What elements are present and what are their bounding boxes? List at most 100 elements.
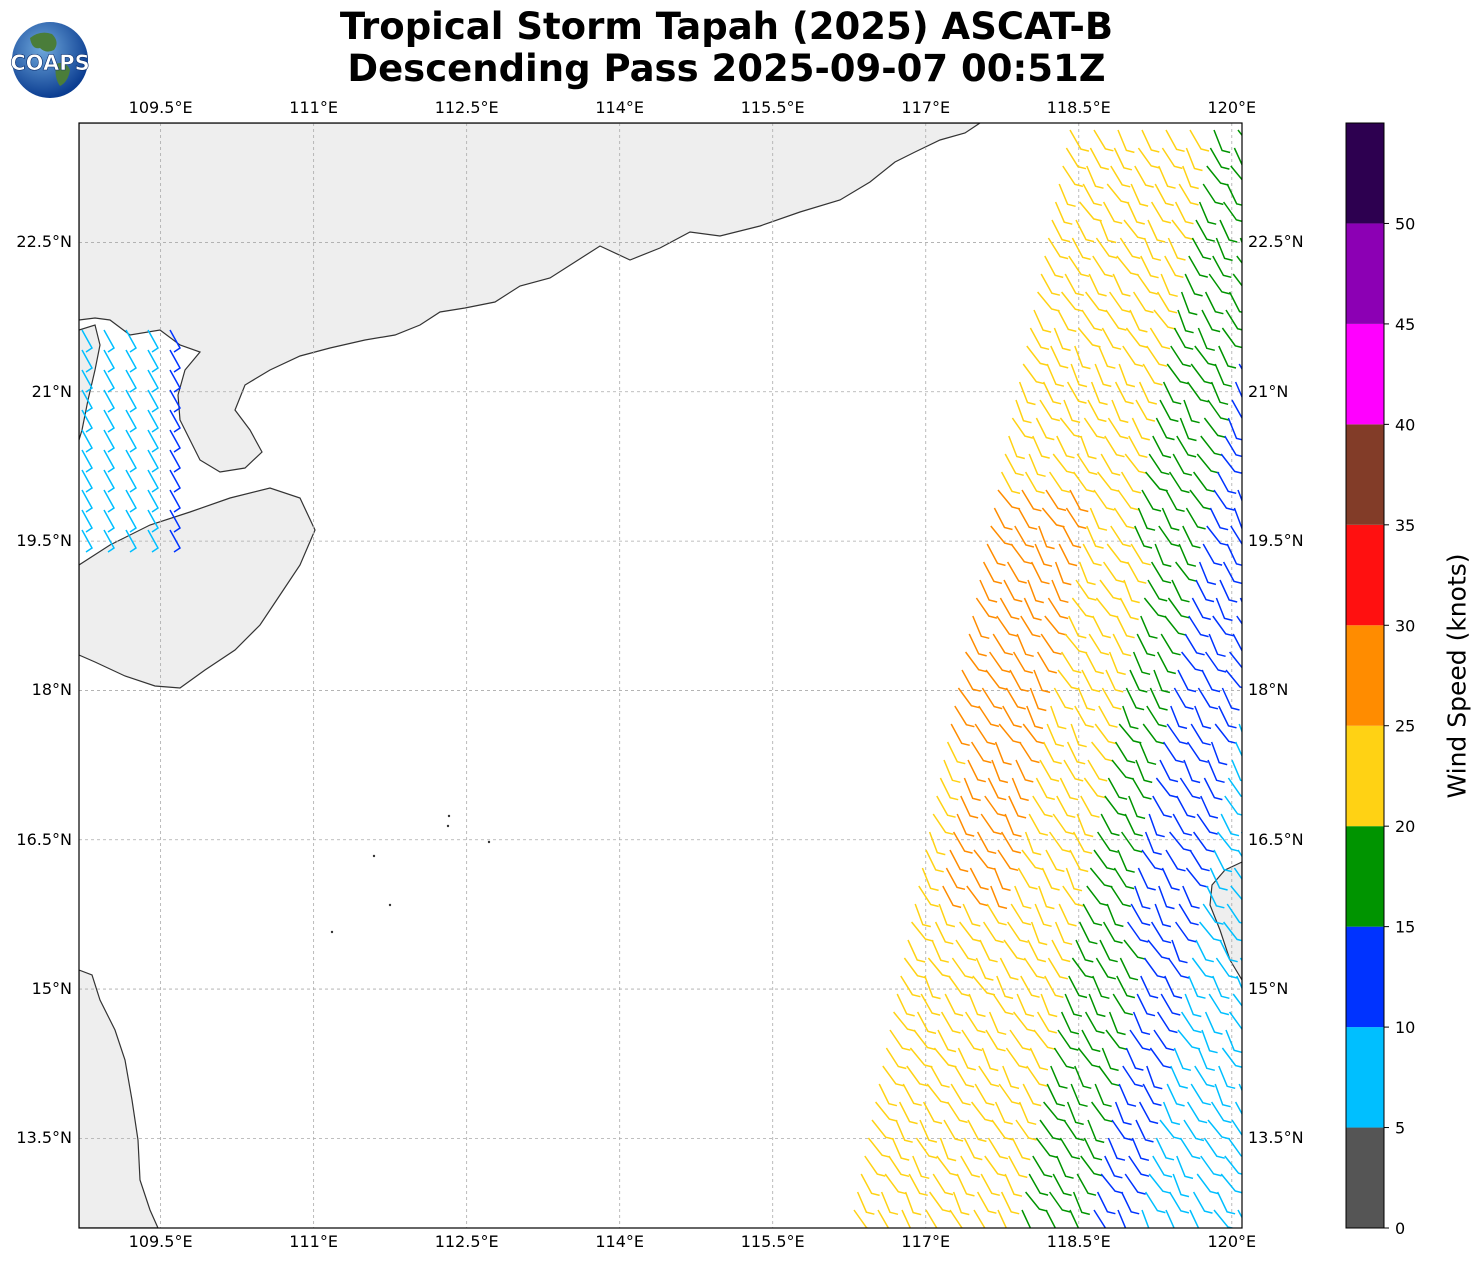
- wind-barb: [1199, 921, 1222, 942]
- wind-barb: [1160, 273, 1178, 298]
- wind-barb: [1046, 723, 1065, 747]
- wind-barb: [1220, 453, 1242, 474]
- wind-barb: [1116, 975, 1136, 999]
- wind-barb: [856, 1191, 875, 1215]
- wind-barb: [1004, 453, 1024, 477]
- land-luzon: [1209, 861, 1242, 982]
- wind-barb: [1165, 129, 1185, 153]
- wind-barb: [1225, 309, 1242, 331]
- wind-barb: [1172, 1173, 1190, 1198]
- wind-barb: [864, 1155, 886, 1177]
- wind-barb: [1095, 597, 1119, 618]
- wind-barb: [1120, 831, 1143, 853]
- wind-barb: [914, 903, 931, 928]
- wind-barb: [1153, 669, 1171, 694]
- wind-barb: [1104, 435, 1125, 458]
- wind-barb: [1098, 345, 1116, 369]
- wind-barb: [1048, 831, 1071, 853]
- wind-barb: [1206, 525, 1229, 547]
- wind-barb: [1045, 489, 1067, 512]
- colorbar-label: 40: [1395, 415, 1415, 434]
- wind-barb: [1156, 1011, 1178, 1034]
- wind-barb: [1128, 435, 1148, 459]
- wind-barb: [1198, 561, 1217, 586]
- wind-barb: [1093, 1209, 1107, 1228]
- wind-barb: [1026, 705, 1044, 730]
- wind-barb: [1028, 453, 1046, 478]
- lon-tick-top: 111°E: [289, 98, 338, 117]
- wind-barb: [1016, 993, 1035, 1017]
- wind-barb: [1041, 867, 1060, 891]
- wind-barb: [1194, 705, 1212, 730]
- wind-barb: [1188, 975, 1206, 999]
- wind-barb: [915, 1137, 938, 1159]
- wind-barb: [81, 409, 93, 433]
- wind-barb: [1154, 183, 1174, 207]
- wind-barb: [1154, 543, 1172, 568]
- wind-barb: [103, 349, 115, 373]
- wind-barb: [1143, 957, 1166, 979]
- wind-barb: [907, 939, 926, 963]
- wind-barb: [1011, 417, 1034, 439]
- wind-barb: [1077, 1047, 1101, 1068]
- wind-barb: [1052, 453, 1075, 475]
- wind-barb: [1192, 1191, 1213, 1214]
- wind-barb: [1140, 615, 1158, 639]
- wind-barb: [1131, 417, 1150, 441]
- wind-barb: [1114, 741, 1136, 764]
- wind-barb: [1137, 507, 1156, 531]
- wind-barb: [1144, 1191, 1166, 1214]
- wind-barb: [1035, 777, 1055, 801]
- wind-barb: [1197, 687, 1219, 710]
- wind-barb: [1062, 165, 1084, 188]
- wind-barb: [1202, 903, 1224, 925]
- wind-barb: [1158, 525, 1180, 547]
- wind-barb: [1062, 525, 1082, 549]
- wind-barb: [987, 1137, 1009, 1160]
- wind-barb: [934, 921, 954, 945]
- wind-barb: [1201, 309, 1221, 333]
- wind-barb: [1038, 885, 1055, 910]
- wind-barb: [956, 1173, 975, 1197]
- wind-barb: [1213, 849, 1233, 873]
- wind-barb: [1136, 273, 1158, 295]
- wind-barb: [1162, 1101, 1181, 1126]
- wind-barb: [1173, 1047, 1192, 1072]
- wind-barb: [1056, 1155, 1074, 1179]
- wind-barb: [1089, 147, 1109, 171]
- wind-barb: [1206, 885, 1225, 909]
- wind-barb: [1028, 1173, 1049, 1196]
- map-frame: [78, 122, 1243, 1229]
- wind-barb: [1232, 633, 1242, 653]
- colorbar-segment: [1346, 625, 1384, 726]
- wind-barb: [1152, 435, 1172, 459]
- wind-barb: [1037, 291, 1060, 312]
- wind-barb: [125, 529, 137, 553]
- wind-barb: [1170, 705, 1188, 730]
- lat-tick-left: 15°N: [31, 979, 72, 999]
- wind-barb: [1233, 147, 1242, 167]
- wind-barb: [1182, 525, 1201, 549]
- wind-barb: [1009, 1029, 1031, 1051]
- wind-barb: [1225, 1029, 1242, 1054]
- wind-barb: [1117, 489, 1139, 511]
- colorbar-segment: [1346, 926, 1384, 1028]
- wind-barb: [1183, 759, 1201, 784]
- wind-barb: [1064, 633, 1088, 654]
- wind-barb: [1215, 597, 1233, 622]
- wind-barb: [920, 993, 941, 1016]
- wind-barb: [1111, 759, 1134, 780]
- wind-barb: [906, 1065, 928, 1087]
- wind-barb: [1066, 741, 1086, 765]
- wind-barb: [1222, 561, 1242, 585]
- wind-barb: [1125, 1047, 1144, 1071]
- wind-barb: [967, 1119, 987, 1143]
- wind-barb: [1089, 507, 1108, 531]
- wind-barb: [169, 489, 181, 513]
- wind-barb: [1218, 705, 1237, 729]
- wind-barb: [103, 529, 115, 553]
- wind-barb: [1162, 381, 1182, 405]
- wind-barb: [1094, 363, 1112, 388]
- wind-barb: [1046, 363, 1065, 387]
